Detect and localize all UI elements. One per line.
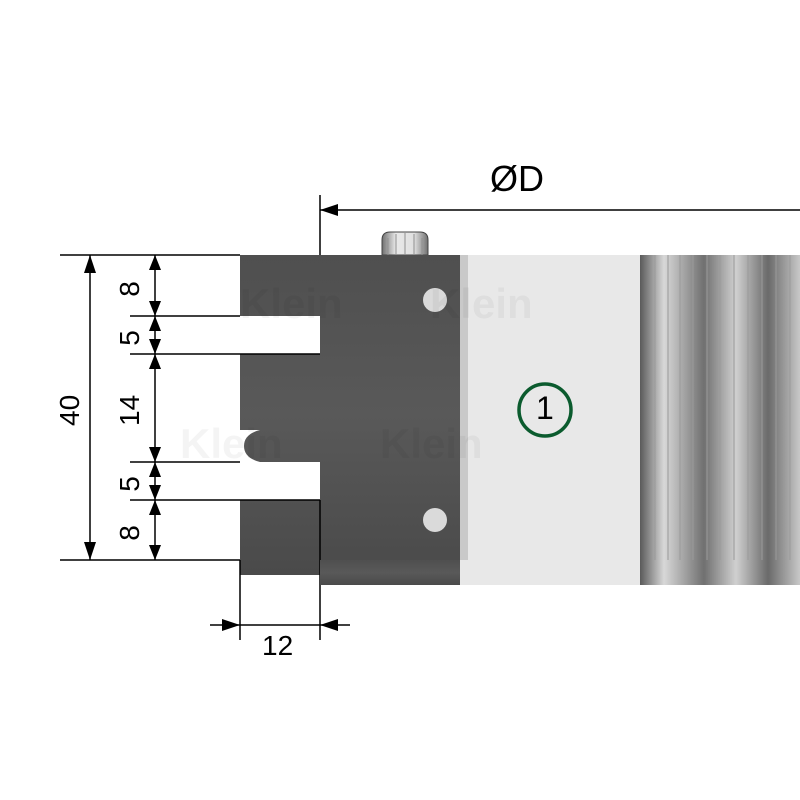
label-5-lower: 5 xyxy=(114,469,146,499)
cyl-lip xyxy=(640,560,800,585)
part-lip xyxy=(320,560,460,585)
hole-top xyxy=(423,288,447,312)
body-lip xyxy=(460,560,640,585)
label-12: 12 xyxy=(262,630,293,662)
label-callout-1: 1 xyxy=(536,390,554,427)
screw-head xyxy=(382,232,428,255)
hole-bottom xyxy=(423,508,447,532)
label-8-bottom: 8 xyxy=(114,518,146,548)
label-5-upper: 5 xyxy=(114,323,146,353)
label-diameter-d: ØD xyxy=(490,158,544,200)
body-shade xyxy=(460,255,468,575)
label-40: 40 xyxy=(54,396,86,426)
label-14: 14 xyxy=(114,396,146,426)
label-8-top: 8 xyxy=(114,274,146,304)
